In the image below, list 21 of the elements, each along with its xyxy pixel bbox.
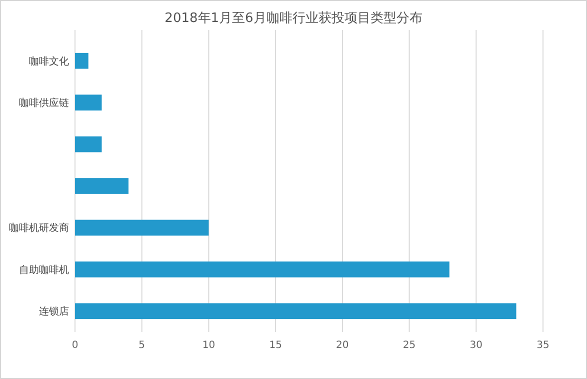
- bar: [75, 52, 88, 69]
- bar: [75, 262, 450, 278]
- chart-title: 2018年1月至6月咖啡行业获投项目类型分布: [164, 11, 422, 26]
- x-tick-label: 5: [138, 340, 146, 351]
- x-tick-label: 15: [269, 340, 282, 351]
- y-tick-label: 咖啡机研发商: [9, 222, 69, 234]
- bar: [75, 94, 102, 110]
- bar: [75, 178, 128, 194]
- bar: [75, 136, 102, 152]
- y-tick-label: 咖啡文化: [29, 55, 69, 68]
- x-tick-label: 10: [202, 340, 216, 351]
- y-tick-label: 自助咖啡机: [19, 264, 69, 276]
- bar: [75, 303, 516, 320]
- x-tick-label: 25: [402, 340, 416, 351]
- bar: [75, 220, 209, 236]
- x-tick-label: 20: [336, 340, 349, 351]
- x-tick-label: 0: [72, 340, 78, 351]
- y-tick-label: 连锁店: [39, 306, 69, 318]
- x-tick-label: 35: [536, 340, 550, 351]
- y-tick-label: 咖啡供应链: [19, 97, 69, 110]
- x-tick-label: 30: [470, 340, 483, 351]
